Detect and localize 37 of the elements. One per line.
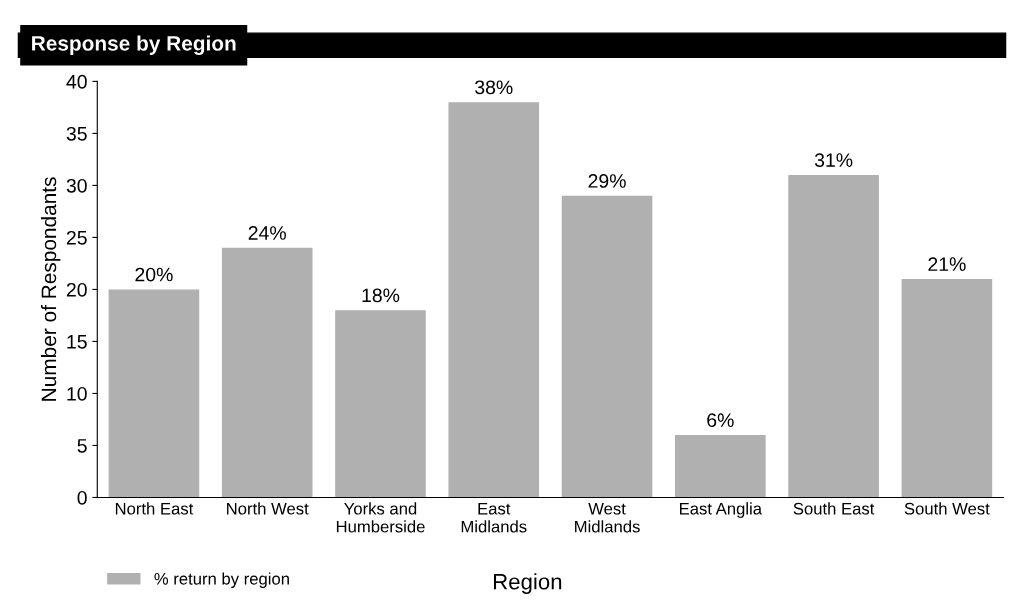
data-label: 6% <box>707 413 734 428</box>
y-axis-title: Number of Respondants <box>40 177 61 401</box>
y-tick-label: 5 <box>77 439 87 453</box>
bar <box>448 102 540 498</box>
x-tick-label: East Anglia <box>679 502 763 518</box>
data-label: 38% <box>475 80 513 95</box>
y-tick-label: 25 <box>66 230 87 245</box>
y-tick-label: 40 <box>66 74 87 89</box>
x-tick-label: East Midlands <box>461 502 527 533</box>
y-tick-label: 35 <box>66 126 87 141</box>
x-tick-label: South East <box>793 502 875 515</box>
data-label: 18% <box>362 288 400 303</box>
x-axis-title: Region <box>493 573 562 594</box>
y-tick-label: 10 <box>67 386 87 401</box>
bar <box>901 279 993 498</box>
bar <box>675 435 766 498</box>
bar <box>561 195 653 498</box>
chart-title: Response by Region <box>32 35 236 55</box>
legend-label: % return by region <box>154 572 289 588</box>
data-label: 21% <box>928 257 966 271</box>
y-tick-label: 20 <box>66 282 87 297</box>
x-tick-label: North East <box>115 502 194 515</box>
data-label: 31% <box>814 153 853 168</box>
data-label: 24% <box>248 226 286 240</box>
x-tick-label: West Midlands <box>575 502 640 533</box>
bar <box>335 310 426 498</box>
bar <box>788 175 879 498</box>
y-tick-label: 30 <box>66 178 87 193</box>
y-tick-label: 0 <box>77 490 87 505</box>
x-tick-label: Yorks and Humberside <box>336 502 425 533</box>
bar <box>108 289 200 498</box>
x-tick-label: North West <box>227 502 309 515</box>
x-tick-label: South West <box>904 502 990 515</box>
y-tick-label: 15 <box>67 335 87 349</box>
data-label: 29% <box>588 174 626 188</box>
data-label: 20% <box>135 267 173 282</box>
bar <box>221 247 313 498</box>
